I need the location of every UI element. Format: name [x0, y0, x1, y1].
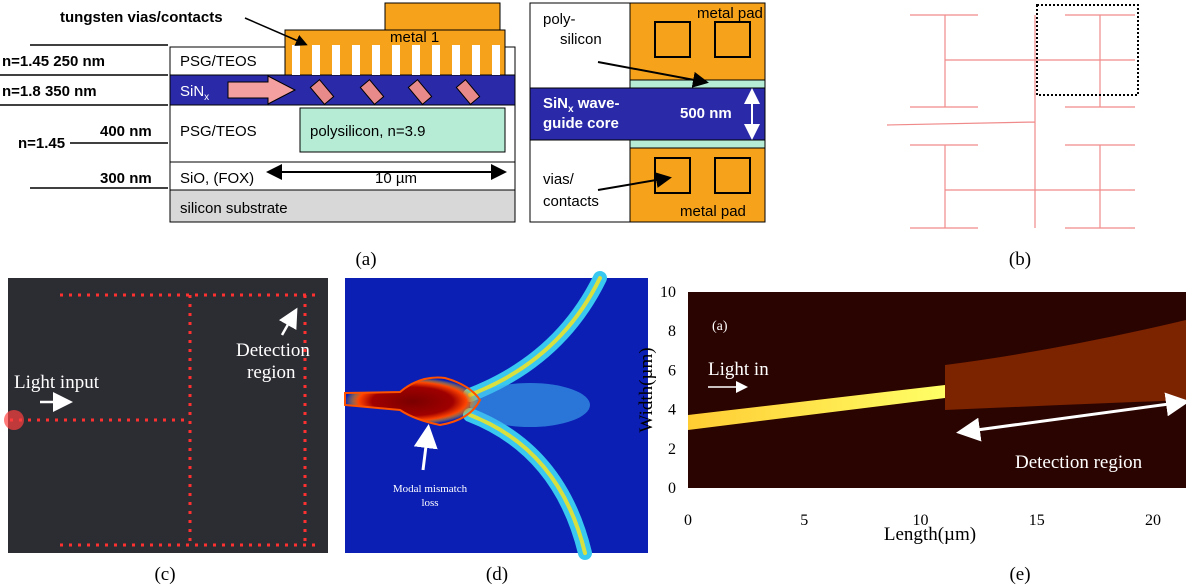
panel-a: tungsten vias/contacts metal 1 n=1.45 25…: [0, 3, 515, 222]
layer-label: n=1.8 350 nm: [2, 83, 97, 100]
y-axis-label: Width(µm): [636, 347, 657, 432]
metal-label: metal 1: [390, 29, 439, 46]
panel-label: (a): [355, 249, 376, 270]
y-tick-label: 2: [668, 441, 676, 458]
x-tick-label: 15: [1029, 512, 1045, 529]
layer-label: 400 nm: [100, 123, 152, 140]
x-axis-label: Length(µm): [884, 524, 976, 545]
layer-name: PSG/TEOS: [180, 123, 257, 140]
y-tick-label: 4: [668, 402, 676, 419]
label: metal pad: [680, 203, 746, 220]
polysilicon: [630, 140, 765, 148]
label: guide core: [543, 115, 619, 132]
input-spot: [4, 410, 24, 430]
layer-name: PSG/TEOS: [180, 53, 257, 70]
layer-label: n=1.45: [18, 135, 65, 152]
callout: tungsten vias/contacts: [60, 9, 223, 26]
cross-section: poly- silicon metal pad SiNx wave- guide…: [530, 3, 765, 222]
panel-d: Modal mismatch loss: [345, 278, 648, 553]
annotation: loss: [421, 497, 438, 509]
y-tick-label: 0: [668, 480, 676, 497]
panel-label: (d): [486, 564, 508, 585]
y-tick-label: 6: [668, 362, 676, 379]
panel-label: (c): [154, 564, 175, 585]
label: contacts: [543, 193, 599, 210]
layer-label: n=1.45 250 nm: [2, 53, 105, 70]
label: vias/: [543, 171, 575, 188]
figure: tungsten vias/contacts metal 1 n=1.45 25…: [0, 0, 1186, 586]
layer-name: SiO, (FOX): [180, 170, 254, 187]
zoom-box: [1037, 5, 1138, 95]
x-tick-label: 0: [684, 512, 692, 529]
layer-name: silicon substrate: [180, 200, 288, 217]
photo: [8, 278, 328, 553]
x-tick-label: 5: [800, 512, 808, 529]
panel-b: [887, 5, 1138, 228]
annotation: Detection region: [1015, 452, 1143, 473]
x-tick-label: 20: [1145, 512, 1161, 529]
annotation: Modal mismatch: [393, 483, 468, 495]
label: poly-: [543, 11, 576, 28]
panel-label: (e): [1009, 564, 1030, 585]
panel-c: Light input Detection region: [4, 278, 328, 553]
panel-e: (a) Light in Detection region Width(µm) …: [636, 284, 1186, 545]
y-tick-label: 10: [660, 284, 676, 301]
annotation: region: [247, 362, 296, 383]
label: metal pad: [697, 5, 763, 22]
annotation: Light input: [14, 372, 100, 393]
length-label: 10 µm: [375, 170, 417, 187]
label: silicon: [560, 31, 602, 48]
layer-name: polysilicon, n=3.9: [310, 123, 426, 140]
y-tick-label: 8: [668, 323, 676, 340]
thickness-label: 500 nm: [680, 105, 732, 122]
panel-label: (b): [1009, 249, 1031, 270]
layer-label: 300 nm: [100, 170, 152, 187]
annotation: Detection: [236, 340, 310, 361]
x-tick-label: 10: [913, 512, 929, 529]
annotation: Light in: [708, 359, 769, 380]
h-tree: [887, 15, 1135, 228]
inset-label: (a): [712, 319, 728, 334]
